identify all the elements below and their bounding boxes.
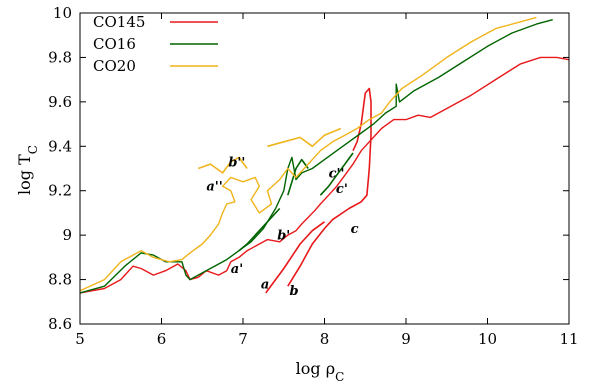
annotation-8: a''	[206, 180, 222, 195]
y-tick-label-9-4: 9.4	[48, 137, 72, 155]
legend: CO145 CO16 CO20	[93, 13, 218, 75]
y-tick-label-9-2: 9.2	[48, 182, 72, 200]
series-segment-co145-1	[265, 221, 325, 294]
x-tick-label-5: 5	[75, 330, 85, 348]
annotation-5: b'	[277, 229, 290, 244]
x-tick-label-6: 6	[157, 330, 167, 348]
annotation-4: a'	[231, 262, 243, 277]
y-tick-label-8-6: 8.6	[48, 315, 72, 333]
legend-label-co20: CO20	[93, 57, 136, 75]
legend-label-co145: CO145	[93, 13, 145, 31]
legend-label-co16: CO16	[93, 35, 136, 53]
y-tick-label-9: 9	[62, 226, 72, 244]
series-line-co20	[79, 16, 537, 292]
series-line-co16	[79, 19, 553, 294]
x-axis-label: log ρC	[296, 359, 345, 384]
annotation-6: c'	[336, 182, 348, 197]
annotation-3: c	[351, 222, 359, 237]
annotation-layer: a b c a' b' c'c'' a'' b''	[206, 155, 358, 299]
x-tick-label-11: 11	[559, 330, 578, 348]
series-segment-co16-1	[238, 207, 281, 252]
plot-frame	[79, 12, 570, 325]
annotation-7: c''	[329, 166, 345, 181]
x-tick-label-8: 8	[320, 330, 330, 348]
y-tick-label-9-6: 9.6	[48, 93, 72, 111]
series-segment-co16-2	[287, 158, 309, 196]
series-layer	[79, 16, 570, 294]
series-segment-co145-2	[287, 87, 372, 287]
y-tick-label-8-8: 8.8	[48, 271, 72, 289]
x-tick-label-10: 10	[478, 330, 497, 348]
y-axis-label: log TC	[15, 145, 40, 195]
x-tick-label-9: 9	[401, 330, 411, 348]
annotation-1: a	[261, 277, 269, 292]
y-tick-label-10: 10	[53, 4, 72, 22]
series-line-co145	[79, 56, 570, 294]
series-segment-co20-1	[197, 156, 248, 174]
x-tick-label-7: 7	[238, 330, 248, 348]
series-segment-co20-2	[267, 127, 342, 148]
y-tick-label-9-8: 9.8	[48, 48, 72, 66]
series-segment-co16-3	[319, 152, 354, 196]
annotation-9: b''	[228, 155, 245, 170]
annotation-2: b	[289, 284, 298, 299]
ticks-layer: 5 6 7 8 9 10 11 8.6 8.8 9 9.2 9.4 9.6 9.8 10	[48, 4, 578, 348]
